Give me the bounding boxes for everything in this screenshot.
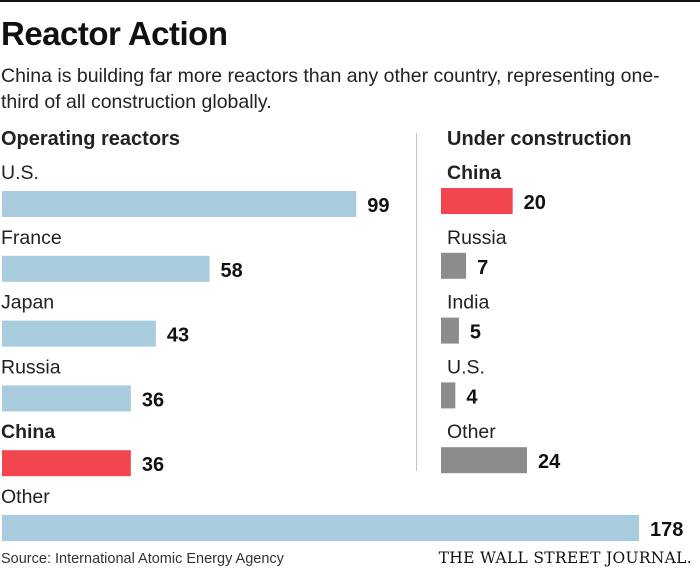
construction-category-label: China (447, 162, 501, 184)
operating-category-label: France (1, 227, 62, 249)
publisher-logo: THE WALL STREET JOURNAL. (438, 549, 692, 567)
construction-bar (441, 252, 467, 279)
panel-divider (416, 133, 417, 471)
construction-value-label: 5 (470, 322, 481, 344)
operating-bar (2, 255, 210, 282)
operating-value-label: 178 (650, 519, 683, 541)
source-note: Source: International Atomic Energy Agen… (1, 551, 284, 567)
chart-title: Reactor Action (1, 15, 228, 52)
operating-category-label: Japan (1, 292, 54, 314)
operating-category-label: Russia (1, 356, 61, 378)
operating-category-label: Other (1, 486, 50, 508)
operating-bar (2, 385, 131, 412)
operating-value-label: 36 (142, 389, 164, 411)
construction-bar (441, 382, 456, 409)
operating-value-label: 58 (221, 260, 243, 282)
chart-subtitle: China is building far more reactors than… (1, 65, 660, 113)
construction-category-label: Other (447, 421, 496, 443)
operating-bar (2, 450, 131, 477)
construction-value-label: 4 (466, 386, 478, 408)
operating-category-label: China (1, 421, 55, 443)
operating-value-label: 36 (142, 454, 164, 476)
construction-bar (441, 447, 527, 474)
construction-value-label: 20 (524, 192, 546, 214)
operating-value-label: 43 (167, 325, 189, 347)
construction-value-label: 7 (477, 257, 488, 279)
construction-category-label: U.S. (447, 356, 485, 378)
operating-bar (2, 515, 639, 541)
construction-bar (441, 317, 459, 344)
operating-bar (2, 191, 357, 217)
construction-bar (441, 188, 513, 214)
operating-category-label: U.S. (1, 162, 39, 184)
operating-section-title: Operating reactors (1, 128, 180, 150)
operating-value-label: 99 (367, 195, 389, 217)
construction-category-label: India (447, 292, 489, 314)
construction-section-title: Under construction (447, 128, 632, 150)
top-rule (0, 0, 700, 2)
construction-category-label: Russia (447, 227, 507, 249)
bar-charts: U.S. 99 France 58 Japan 43 Russia 36 China 36 Othe… (1, 162, 683, 541)
construction-value-label: 24 (538, 451, 561, 473)
operating-bar (2, 320, 156, 347)
